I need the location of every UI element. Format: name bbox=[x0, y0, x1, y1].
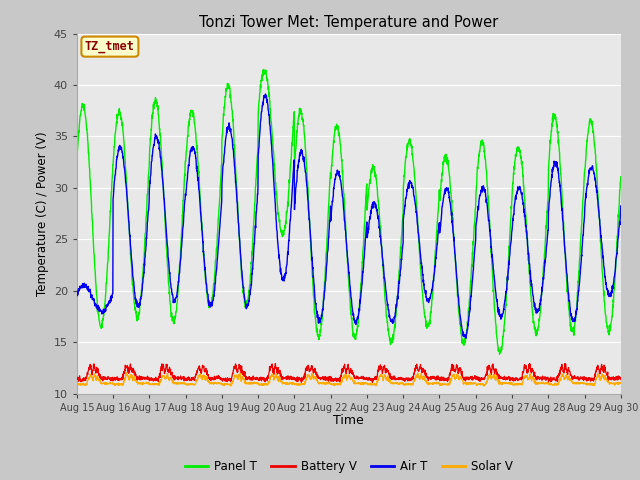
Battery V bbox=[584, 375, 592, 381]
Solar V bbox=[570, 380, 577, 386]
Line: Air T: Air T bbox=[77, 94, 621, 338]
Panel T bbox=[225, 81, 232, 87]
Air T bbox=[584, 175, 592, 181]
Air T bbox=[262, 91, 269, 97]
Air T bbox=[365, 227, 372, 233]
Battery V bbox=[73, 376, 81, 382]
Solar V bbox=[376, 372, 384, 378]
Battery V bbox=[617, 377, 625, 383]
Air T bbox=[508, 238, 515, 243]
Panel T bbox=[73, 157, 81, 163]
Air T bbox=[225, 125, 232, 131]
Line: Solar V: Solar V bbox=[77, 372, 621, 386]
Panel T bbox=[376, 224, 384, 229]
Panel T bbox=[617, 174, 625, 180]
Solar V bbox=[225, 382, 232, 387]
Air T bbox=[462, 336, 470, 341]
Air T bbox=[376, 233, 384, 239]
Solar V bbox=[365, 381, 372, 387]
Solar V bbox=[508, 382, 515, 387]
Text: TZ_tmet: TZ_tmet bbox=[85, 40, 135, 53]
Battery V bbox=[365, 376, 372, 382]
Battery V bbox=[507, 376, 515, 382]
Solar V bbox=[73, 381, 81, 387]
Solar V bbox=[122, 370, 130, 375]
Panel T bbox=[508, 204, 515, 209]
Battery V bbox=[225, 377, 232, 383]
Panel T bbox=[496, 351, 504, 357]
Line: Panel T: Panel T bbox=[77, 70, 621, 354]
Battery V bbox=[525, 360, 533, 366]
Battery V bbox=[369, 380, 376, 385]
Line: Battery V: Battery V bbox=[77, 363, 621, 383]
X-axis label: Time: Time bbox=[333, 414, 364, 427]
Air T bbox=[617, 203, 625, 209]
Battery V bbox=[376, 362, 384, 368]
Panel T bbox=[584, 128, 592, 134]
Air T bbox=[73, 293, 81, 299]
Solar V bbox=[617, 381, 625, 386]
Y-axis label: Temperature (C) / Power (V): Temperature (C) / Power (V) bbox=[36, 132, 49, 296]
Air T bbox=[570, 319, 577, 324]
Solar V bbox=[584, 382, 592, 387]
Legend: Panel T, Battery V, Air T, Solar V: Panel T, Battery V, Air T, Solar V bbox=[180, 456, 518, 478]
Panel T bbox=[570, 327, 577, 333]
Panel T bbox=[365, 191, 372, 197]
Solar V bbox=[480, 384, 488, 389]
Title: Tonzi Tower Met: Temperature and Power: Tonzi Tower Met: Temperature and Power bbox=[199, 15, 499, 30]
Battery V bbox=[570, 376, 577, 382]
Panel T bbox=[260, 67, 268, 72]
